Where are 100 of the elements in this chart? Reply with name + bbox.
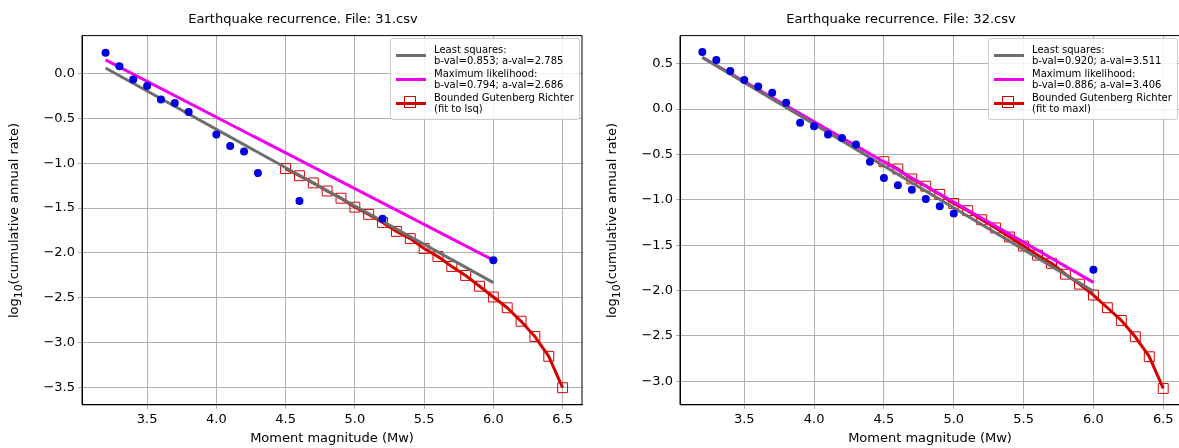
point xyxy=(1101,302,1113,314)
legend-label: Bounded Gutenberg Richter (fit to maxl) xyxy=(1032,91,1172,114)
y-tick-label: −1.0 xyxy=(641,191,673,207)
point xyxy=(893,181,902,190)
x-axis-title: Moment magnitude (Mw) xyxy=(848,429,1012,445)
point xyxy=(460,270,472,281)
point xyxy=(892,163,904,175)
point xyxy=(280,163,292,174)
y-tick-label: 0.5 xyxy=(652,55,673,71)
point xyxy=(335,192,347,204)
y-tick-label: −0.5 xyxy=(641,145,673,161)
x-tick-label: 4.5 xyxy=(275,410,296,426)
point xyxy=(557,382,569,394)
point xyxy=(712,56,721,65)
y-tick-label: 0.0 xyxy=(652,100,673,116)
point xyxy=(879,174,888,183)
point xyxy=(838,134,847,143)
point xyxy=(349,201,361,213)
point xyxy=(976,214,988,226)
legend-label: Least squares: b-val=0.920; a-val=3.511 xyxy=(1032,43,1162,66)
point xyxy=(378,214,387,223)
point xyxy=(129,75,138,84)
point xyxy=(432,251,444,263)
point xyxy=(240,147,249,156)
y-tick-label: −1.5 xyxy=(641,236,673,252)
point xyxy=(796,118,805,127)
point xyxy=(501,302,513,314)
y-tick-label: −1.5 xyxy=(43,199,75,215)
legend-label: Maximum likelihood: b-val=0.886; a-val=3.406 xyxy=(1032,67,1162,90)
x-tick-label: 4.0 xyxy=(803,410,825,426)
point xyxy=(1060,268,1071,280)
point xyxy=(1087,289,1099,301)
point xyxy=(226,142,235,151)
y-tick-label: −3.0 xyxy=(43,334,75,350)
point xyxy=(921,194,930,203)
x-tick-label: 5.0 xyxy=(943,410,965,426)
legend-label: Maximum likelihood: b-val=0.794; a-val=2.686 xyxy=(434,67,564,90)
point xyxy=(295,196,304,205)
point xyxy=(851,140,860,149)
y-tick-label: −1.0 xyxy=(43,154,75,170)
point xyxy=(740,76,749,85)
point xyxy=(529,331,541,342)
point xyxy=(878,156,890,168)
x-axis-title: Moment magnitude (Mw) xyxy=(250,429,414,445)
x-tick-label: 6.5 xyxy=(1152,410,1174,426)
point xyxy=(294,170,305,182)
point xyxy=(321,185,333,197)
x-tick-label: 6.0 xyxy=(1083,410,1104,426)
y-tick-label: −2.0 xyxy=(641,281,673,297)
point xyxy=(824,130,833,139)
y-tick-label: 0.0 xyxy=(54,64,75,80)
point xyxy=(390,225,402,237)
legend-label: Least squares: b-val=0.853; a-val=2.785 xyxy=(434,43,564,66)
point xyxy=(487,291,499,303)
point xyxy=(253,169,262,178)
point xyxy=(865,157,874,166)
point xyxy=(446,261,458,272)
point xyxy=(1129,331,1141,343)
point xyxy=(810,122,819,131)
point xyxy=(1115,314,1127,326)
point xyxy=(543,350,555,362)
x-tick-label: 6.5 xyxy=(552,410,573,426)
point xyxy=(906,173,918,185)
y-tick-label: −0.5 xyxy=(43,109,75,125)
point xyxy=(907,185,916,194)
x-tick-label: 6.0 xyxy=(483,410,504,426)
point xyxy=(768,88,777,97)
x-tick-label: 4.5 xyxy=(873,410,895,426)
point xyxy=(1157,383,1169,394)
point xyxy=(1073,278,1085,290)
x-tick-label: 3.5 xyxy=(733,410,755,426)
point xyxy=(962,205,974,217)
point xyxy=(404,233,416,245)
point xyxy=(489,256,498,265)
x-tick-label: 4.0 xyxy=(206,410,227,426)
point xyxy=(920,180,932,192)
point xyxy=(726,66,735,75)
point xyxy=(698,47,707,56)
point xyxy=(307,177,319,189)
chart-title: Earthquake recurrence. File: 32.csv xyxy=(786,11,1016,27)
x-tick-label: 5.5 xyxy=(1013,410,1034,426)
point xyxy=(143,81,152,90)
point xyxy=(935,202,944,211)
y-tick-label: −3.0 xyxy=(641,372,673,388)
point xyxy=(115,62,124,71)
point xyxy=(782,98,791,107)
point xyxy=(101,48,110,57)
point xyxy=(990,222,1002,234)
point xyxy=(949,209,958,218)
y-tick-label: −3.5 xyxy=(43,379,75,395)
point xyxy=(515,315,527,327)
point xyxy=(934,188,946,200)
x-tick-label: 5.0 xyxy=(344,410,366,426)
point xyxy=(948,197,960,209)
point xyxy=(754,82,763,91)
point xyxy=(184,107,193,116)
y-tick-label: −2.5 xyxy=(641,327,673,343)
point xyxy=(1143,351,1155,363)
point xyxy=(474,280,485,292)
x-tick-label: 5.5 xyxy=(413,410,435,426)
